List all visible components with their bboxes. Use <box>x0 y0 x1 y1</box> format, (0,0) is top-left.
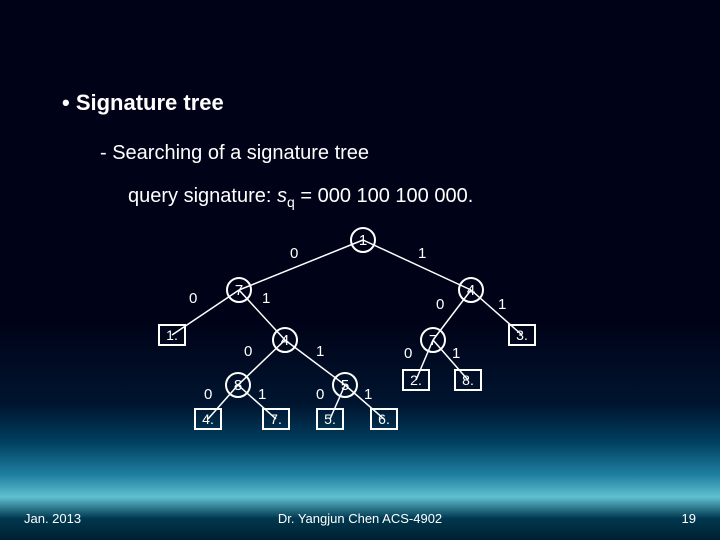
tree-container: 17447851.3.2.8.4.7.5.6.01010101010101 <box>0 0 720 540</box>
edge-label: 1 <box>452 345 460 362</box>
tree-leaf: 6. <box>370 408 398 430</box>
edge-label: 0 <box>189 290 197 307</box>
edge-label: 0 <box>436 296 444 313</box>
edge-label: 0 <box>204 386 212 403</box>
footer-date: Jan. 2013 <box>24 511 81 526</box>
edge-label: 0 <box>244 343 252 360</box>
tree-leaf: 8. <box>454 369 482 391</box>
tree-leaf: 7. <box>262 408 290 430</box>
edge-label: 1 <box>262 290 270 307</box>
edge-label: 1 <box>418 245 426 262</box>
tree-leaf: 2. <box>402 369 430 391</box>
edge-label: 1 <box>498 296 506 313</box>
edge-label: 1 <box>364 386 372 403</box>
edge-label: 1 <box>258 386 266 403</box>
tree-node: 4 <box>272 327 298 353</box>
tree-leaf: 5. <box>316 408 344 430</box>
tree-node: 1 <box>350 227 376 253</box>
tree-node: 5 <box>332 372 358 398</box>
edge-label: 0 <box>290 245 298 262</box>
footer-author: Dr. Yangjun Chen ACS-4902 <box>278 511 442 526</box>
tree-leaf: 1. <box>158 324 186 346</box>
edge-label: 0 <box>316 386 324 403</box>
tree-leaf: 4. <box>194 408 222 430</box>
tree-node: 7 <box>420 327 446 353</box>
tree-node: 8 <box>225 372 251 398</box>
tree-node: 4 <box>458 277 484 303</box>
tree-node: 7 <box>226 277 252 303</box>
edge-label: 0 <box>404 345 412 362</box>
tree-leaf: 3. <box>508 324 536 346</box>
footer-page: 19 <box>682 511 696 526</box>
edge-label: 1 <box>316 343 324 360</box>
